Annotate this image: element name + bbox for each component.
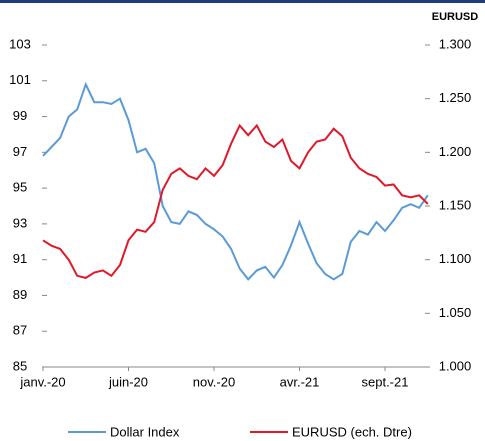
y2-tick-label: 1.300 bbox=[439, 36, 472, 51]
y-tick-label: 89 bbox=[13, 287, 27, 302]
y2-axis-label: EURUSD bbox=[432, 11, 479, 23]
y-tick-label: 85 bbox=[13, 358, 27, 373]
series-line bbox=[42, 81, 429, 281]
x-tick-label: sept.-21 bbox=[362, 374, 409, 389]
x-tick-label: juin-20 bbox=[108, 374, 148, 389]
top-bar bbox=[0, 0, 485, 3]
series-line bbox=[42, 123, 429, 279]
y-tick-label: 93 bbox=[13, 215, 27, 230]
y-tick-label: 91 bbox=[13, 251, 27, 266]
y-tick-label: 95 bbox=[13, 180, 27, 195]
x-tick-label: avr.-21 bbox=[280, 374, 320, 389]
y-tick-label: 103 bbox=[9, 36, 31, 51]
x-tick-label: janv.-20 bbox=[19, 374, 65, 389]
y2-tick-label: 1.000 bbox=[439, 358, 472, 373]
y2-tick-label: 1.200 bbox=[439, 144, 472, 159]
y-tick-label: 97 bbox=[13, 144, 27, 159]
y2-tick-label: 1.050 bbox=[439, 305, 472, 320]
y2-tick-label: 1.250 bbox=[439, 90, 472, 105]
y-tick-label: 99 bbox=[13, 108, 27, 123]
y2-tick-label: 1.100 bbox=[439, 251, 472, 266]
legend-label: Dollar Index bbox=[110, 424, 180, 439]
y2-tick-label: 1.150 bbox=[439, 197, 472, 212]
x-tick-label: nov.-20 bbox=[193, 374, 235, 389]
legend-label: EURUSD (ech. Dtre) bbox=[292, 424, 412, 439]
y-tick-label: 101 bbox=[9, 72, 31, 87]
y-tick-label: 87 bbox=[13, 323, 27, 338]
